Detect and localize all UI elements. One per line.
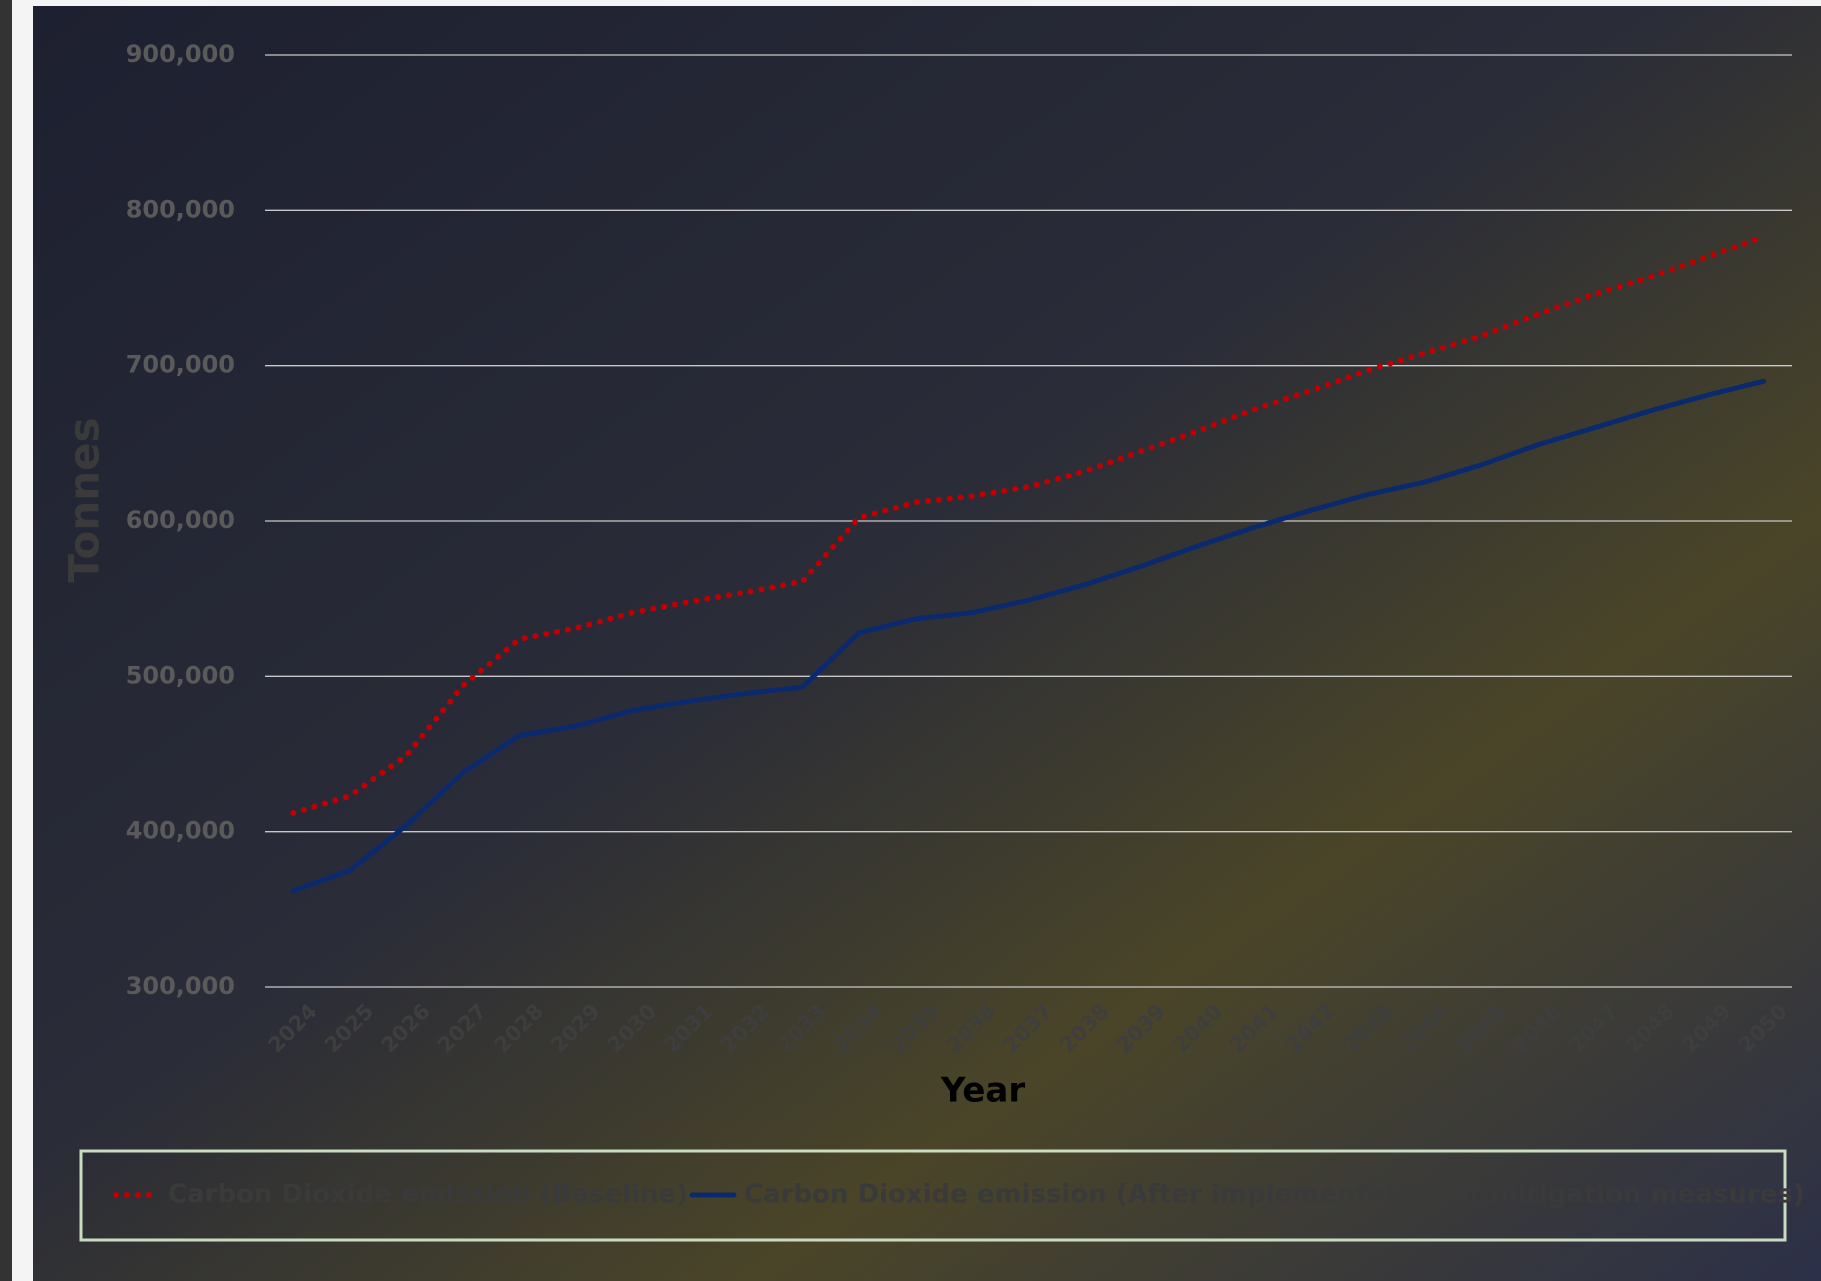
y-tick-label: 300,000 [126,972,235,1000]
y-tick-label: 600,000 [126,506,235,534]
series-line [290,233,1767,817]
legend-label: Carbon Dioxide emission (Baseline) [168,1180,688,1210]
legend-box [79,1149,1787,1242]
y-tick-label: 800,000 [126,195,235,223]
chart-background [33,6,1821,1281]
y-tick-label: 500,000 [126,661,235,689]
x-axis-title: Year [940,1071,1026,1111]
side-strip [0,0,12,1281]
legend-label: Carbon Dioxide emission (After implement… [744,1180,1805,1210]
y-tick-label: 700,000 [126,351,235,379]
y-tick-label: 900,000 [126,40,235,68]
series-line [290,378,1767,894]
y-axis-title: Tonnes [60,417,109,582]
y-tick-label: 400,000 [126,817,235,845]
